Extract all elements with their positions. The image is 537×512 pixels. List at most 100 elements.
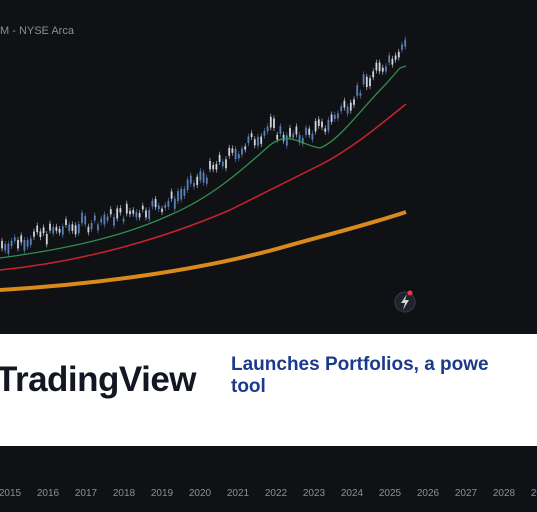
candle-body bbox=[65, 219, 67, 225]
year-label: 2022 bbox=[265, 488, 288, 499]
candle-body bbox=[199, 171, 202, 181]
candle-body bbox=[42, 227, 45, 234]
candle-body bbox=[260, 136, 263, 144]
candle-body bbox=[45, 233, 48, 245]
candle-body bbox=[196, 176, 199, 185]
candle-body bbox=[314, 120, 317, 132]
year-label: 2019 bbox=[151, 488, 174, 499]
symbol-label: M - NYSE Arca bbox=[0, 25, 75, 37]
candle-body bbox=[193, 183, 195, 187]
candle-body bbox=[145, 210, 147, 218]
candle-body bbox=[138, 213, 141, 218]
candle-body bbox=[20, 235, 23, 243]
candle-body bbox=[106, 216, 109, 221]
candle-body bbox=[161, 208, 163, 213]
mid-moving-average bbox=[0, 103, 407, 271]
candle-body bbox=[257, 136, 259, 146]
candle-body bbox=[61, 226, 64, 235]
candle-body bbox=[164, 204, 167, 209]
candle-body bbox=[321, 121, 323, 128]
candle-body bbox=[119, 208, 122, 213]
candle-body bbox=[388, 55, 391, 63]
ad-banner[interactable]: TradingView Launches Portfolios, a powe … bbox=[0, 334, 537, 446]
candle-body bbox=[186, 179, 189, 190]
candle-body bbox=[359, 92, 362, 96]
candle-body bbox=[378, 62, 381, 72]
candle-body bbox=[58, 228, 61, 233]
candle-body bbox=[221, 161, 224, 167]
candle-body bbox=[36, 225, 39, 233]
alert-dot bbox=[407, 290, 413, 296]
candle-body bbox=[87, 226, 90, 233]
year-label: 2023 bbox=[303, 488, 326, 499]
candle-body bbox=[292, 133, 295, 138]
year-label: 2025 bbox=[379, 488, 402, 499]
candle-body bbox=[173, 198, 176, 209]
candle-body bbox=[125, 203, 128, 214]
candle-body bbox=[151, 200, 154, 207]
candle-body bbox=[269, 116, 272, 128]
candle-body bbox=[244, 146, 247, 150]
candle-body bbox=[141, 205, 144, 210]
candle-body bbox=[381, 67, 384, 72]
candle-body bbox=[52, 227, 55, 234]
candle-body bbox=[122, 218, 125, 222]
candle-body bbox=[90, 223, 93, 230]
candle-body bbox=[4, 244, 7, 251]
candle-body bbox=[391, 58, 394, 65]
candle-body bbox=[241, 148, 243, 155]
candle-body bbox=[100, 218, 103, 223]
candle-body bbox=[343, 100, 346, 108]
candle-body bbox=[253, 139, 256, 146]
candle-body bbox=[397, 51, 400, 58]
candle-body bbox=[298, 135, 301, 143]
year-label: 2020 bbox=[189, 488, 212, 499]
candle-body bbox=[349, 102, 352, 111]
candle-body bbox=[17, 240, 19, 249]
candle-body bbox=[183, 188, 186, 196]
candle-body bbox=[109, 209, 112, 215]
candle-body bbox=[23, 239, 26, 251]
candle-body bbox=[74, 225, 77, 235]
candle-body bbox=[55, 226, 58, 231]
year-label: 2027 bbox=[455, 488, 478, 499]
candle-body bbox=[29, 238, 32, 245]
year-label: 2017 bbox=[75, 488, 98, 499]
candle-body bbox=[1, 240, 3, 249]
candle-body bbox=[263, 130, 266, 136]
candle-body bbox=[266, 126, 269, 132]
year-label: 2028 bbox=[493, 488, 516, 499]
candle-body bbox=[362, 74, 365, 85]
candle-body bbox=[189, 175, 192, 184]
candle-body bbox=[132, 210, 135, 214]
candle-body bbox=[77, 223, 80, 234]
candle-body bbox=[10, 240, 13, 246]
candle-body bbox=[340, 106, 343, 112]
candle-body bbox=[228, 147, 231, 156]
candle-body bbox=[202, 172, 205, 183]
candle-body bbox=[385, 66, 387, 72]
headline-line: tool bbox=[231, 376, 266, 397]
candle-body bbox=[337, 113, 339, 119]
candle-body bbox=[225, 159, 227, 169]
candle-body bbox=[282, 134, 285, 141]
candle-body bbox=[215, 164, 218, 170]
candle-body bbox=[250, 133, 253, 138]
candle-body bbox=[84, 216, 87, 225]
candle-body bbox=[317, 119, 320, 126]
candle-body bbox=[401, 44, 403, 50]
candle-body bbox=[170, 191, 173, 199]
candle-body bbox=[180, 188, 183, 200]
candle-body bbox=[356, 85, 359, 96]
candle-body bbox=[333, 114, 336, 120]
candle-body bbox=[68, 224, 71, 232]
year-label: 2021 bbox=[227, 488, 250, 499]
brand-logo: TradingView bbox=[0, 360, 197, 399]
short-moving-average bbox=[0, 65, 407, 259]
lightning-glyph bbox=[401, 294, 409, 310]
candle-body bbox=[26, 240, 29, 247]
candle-body bbox=[103, 214, 106, 225]
candle-body bbox=[167, 200, 170, 207]
candle-body bbox=[365, 76, 368, 88]
